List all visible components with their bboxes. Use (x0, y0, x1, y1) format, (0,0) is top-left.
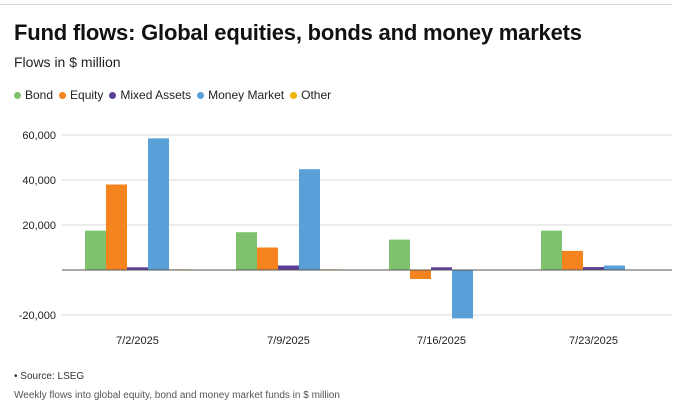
legend-label-equity: Equity (70, 88, 104, 102)
bar-equity (257, 247, 278, 270)
legend-item-money-market: Money Market (197, 88, 284, 102)
y-tick-label: 40,000 (22, 175, 56, 187)
chart-subtitle: Flows in $ million (14, 54, 121, 70)
y-tick-label: -20,000 (19, 310, 56, 322)
legend-label-money-market: Money Market (208, 88, 285, 102)
bar-mixed-assets (127, 267, 148, 270)
chart-title: Fund flows: Global equities, bonds and m… (14, 20, 582, 45)
bar-bond (236, 232, 257, 270)
legend-swatch-equity (59, 91, 67, 99)
legend-item-equity: Equity (59, 88, 103, 102)
legend-label-other: Other (301, 88, 332, 102)
bar-bond (541, 230, 562, 270)
x-tick-label: 7/16/2025 (417, 335, 466, 347)
chart-footnote: Weekly flows into global equity, bond an… (14, 390, 340, 401)
bar-money-market (299, 169, 320, 270)
bar-money-market (452, 270, 473, 319)
legend-swatch-bond (14, 91, 21, 99)
y-tick-label: 20,000 (22, 220, 56, 232)
legend-swatch-money-market (197, 91, 205, 99)
legend-item-other: Other (290, 88, 331, 102)
legend-item-mixed-assets: Mixed Assets (109, 88, 191, 102)
x-tick-label: 7/2/2025 (116, 335, 159, 347)
bar-money-market (604, 265, 625, 270)
source-note: • Source: LSEG (14, 371, 85, 382)
y-tick-label: 60,000 (22, 130, 56, 142)
bar-mixed-assets (278, 265, 299, 270)
bar-equity (106, 184, 127, 270)
bar-mixed-assets (583, 267, 604, 270)
bar-equity (410, 270, 431, 279)
top-rule (0, 4, 672, 5)
x-tick-label: 7/9/2025 (267, 335, 310, 347)
x-tick-label: 7/23/2025 (569, 335, 618, 347)
bar-bond (85, 230, 106, 270)
legend-item-bond: Bond (14, 88, 53, 102)
chart-legend: Bond Equity Mixed Assets Money Market Ot… (14, 88, 337, 102)
legend-label-mixed-assets: Mixed Assets (120, 88, 192, 102)
bar-mixed-assets (431, 267, 452, 270)
legend-swatch-mixed-assets (109, 91, 117, 99)
bar-money-market (148, 138, 169, 270)
bar-equity (562, 250, 583, 270)
legend-label-bond: Bond (25, 88, 54, 102)
legend-swatch-other (290, 91, 298, 99)
bar-bond (389, 239, 410, 270)
